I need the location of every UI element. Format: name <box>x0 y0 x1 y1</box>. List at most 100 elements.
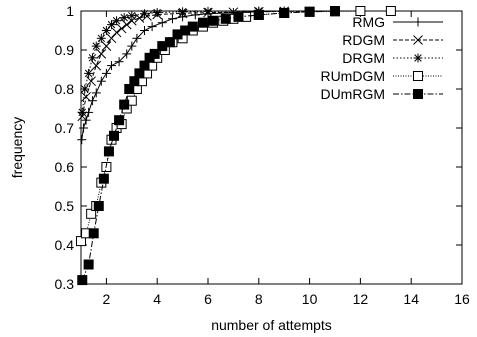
data-point-drgm <box>119 13 129 23</box>
data-point-rdgm <box>126 15 137 26</box>
data-point-rdgm <box>86 76 97 87</box>
x-tick-label: 4 <box>153 291 161 307</box>
data-point-dumrgm <box>77 275 88 286</box>
data-point-dumrgm <box>208 15 219 26</box>
data-point-rdgm <box>91 60 102 71</box>
series-line-drgm <box>81 10 310 113</box>
data-point-rdgm <box>134 13 145 23</box>
legend-marker <box>413 71 423 81</box>
plot-frame <box>80 10 463 285</box>
data-point-rmg <box>96 76 106 86</box>
data-point-dumrgm <box>124 84 135 94</box>
series-drgm <box>77 6 315 117</box>
data-point-dumrgm <box>187 21 198 32</box>
data-point-rumdgm <box>76 236 86 247</box>
legend-item-rumdgm: RUmDGM <box>320 68 443 84</box>
x-tick-label: 10 <box>302 291 318 307</box>
data-point-drgm <box>101 26 111 35</box>
data-point-drgm <box>84 68 94 78</box>
data-point-rdgm <box>111 27 122 38</box>
legend-marker <box>413 17 423 27</box>
y-tick-label: 0.5 <box>55 198 75 214</box>
y-tick-label: 0.6 <box>55 159 75 175</box>
legend-item-rmg: RMG <box>352 14 443 30</box>
legend-label: RMG <box>352 14 385 30</box>
axis-ticks: 2 4 6 8 10 12 14 16 0.3 0.4 0.5 0.6 0.7 0.8 0.9 1 <box>55 3 470 307</box>
data-point-drgm <box>127 11 137 21</box>
data-point-dumrgm <box>330 6 340 16</box>
data-point-rmg <box>114 57 124 67</box>
x-tick-label: 6 <box>204 291 212 307</box>
legend-marker <box>413 89 423 99</box>
data-point-rumdgm <box>385 6 396 16</box>
data-point-rmg <box>122 49 132 59</box>
legend-marker <box>413 53 423 63</box>
legend-label: RUmDGM <box>320 68 385 84</box>
data-point-rmg <box>167 14 177 24</box>
data-point-drgm <box>203 6 213 16</box>
data-point-dumrgm <box>233 11 244 22</box>
series-layer <box>76 6 396 286</box>
data-point-dumrgm <box>129 76 140 87</box>
data-point-drgm <box>152 8 162 18</box>
data-point-dumrgm <box>220 13 231 24</box>
data-point-rmg <box>91 88 101 98</box>
data-point-dumrgm <box>304 6 315 17</box>
data-point-rumdgm <box>355 6 366 16</box>
y-tick-label: 0.8 <box>55 81 75 97</box>
data-point-rmg <box>147 22 157 32</box>
series-dumrgm <box>77 6 340 286</box>
data-point-dumrgm <box>279 7 290 18</box>
data-point-rdgm <box>101 41 112 51</box>
data-point-rdgm <box>106 33 117 44</box>
legend: RMG RDGM DRGM RUmDGM DUmRGM <box>320 14 443 102</box>
x-tick-label: 14 <box>403 291 419 307</box>
legend-label: DRGM <box>342 50 385 66</box>
data-point-rmg <box>106 61 116 71</box>
data-point-dumrgm <box>114 115 125 126</box>
data-point-rdgm <box>81 91 91 102</box>
data-point-drgm <box>91 41 101 51</box>
plot-area: 2 4 6 8 10 12 14 16 0.3 0.4 0.5 0.6 0.7 0.8 0.9 1 <box>55 3 470 307</box>
data-point-drgm <box>80 84 90 94</box>
data-point-dumrgm <box>88 228 99 239</box>
data-point-rmg <box>190 10 200 20</box>
data-point-rdgm <box>96 49 107 59</box>
data-point-drgm <box>77 107 87 117</box>
legend-item-dumrgm: DUmRGM <box>320 86 443 102</box>
y-tick-label: 1 <box>66 3 74 19</box>
x-axis-label: number of attempts <box>211 317 332 333</box>
x-tick-label: 16 <box>454 291 470 307</box>
y-tick-label: 0.9 <box>55 42 75 58</box>
data-point-rmg <box>127 41 137 51</box>
x-tick-label: 2 <box>103 291 111 307</box>
series-line-rdgm <box>81 10 361 117</box>
legend-marker <box>413 35 423 45</box>
data-point-rmg <box>157 18 167 28</box>
y-axis-label: frequency <box>9 117 25 178</box>
data-point-dumrgm <box>134 68 145 79</box>
data-point-dumrgm <box>164 37 175 48</box>
x-tick-label: 8 <box>255 291 263 307</box>
data-point-dumrgm <box>139 60 150 71</box>
data-point-dumrgm <box>109 130 120 141</box>
data-point-rumdgm <box>86 208 97 219</box>
y-tick-label: 0.3 <box>55 276 75 292</box>
series-line-dumrgm <box>81 10 336 281</box>
x-tick-label: 12 <box>353 291 369 307</box>
data-point-rmg <box>77 135 87 145</box>
y-tick-label: 0.4 <box>55 237 75 253</box>
data-point-rmg <box>79 123 89 133</box>
data-point-drgm <box>140 9 149 19</box>
data-point-dumrgm <box>253 9 264 20</box>
data-point-rdgm <box>121 19 132 30</box>
data-point-drgm <box>178 7 188 17</box>
data-point-rmg <box>132 33 142 43</box>
legend-item-rdgm: RDGM <box>342 32 443 48</box>
data-point-rmg <box>101 68 111 78</box>
data-point-dumrgm <box>103 146 114 157</box>
data-point-dumrgm <box>98 173 109 184</box>
data-point-rdgm <box>116 23 127 34</box>
legend-item-drgm: DRGM <box>342 50 443 66</box>
